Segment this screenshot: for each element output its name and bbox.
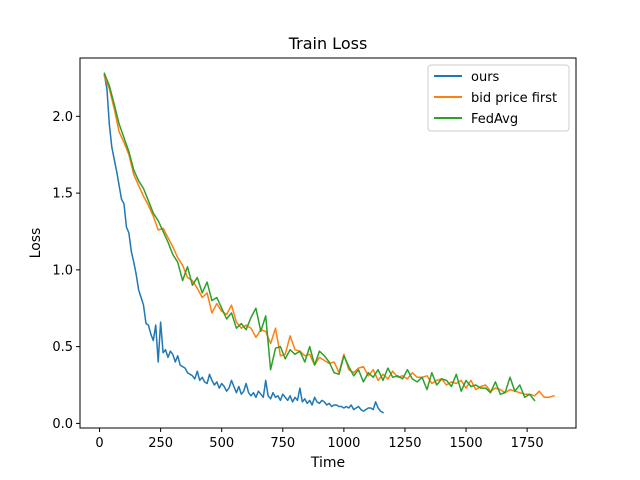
y-tick-label: 0.5 (52, 340, 73, 355)
series-line-ours (103, 74, 385, 414)
y-tick-label: 1.0 (52, 263, 73, 278)
y-tick-label: 1.5 (52, 187, 73, 202)
x-tick-label: 0 (95, 436, 103, 451)
y-tick-label: 2.0 (52, 110, 73, 125)
legend-label: ours (471, 70, 500, 85)
x-tick-label: 1750 (511, 436, 544, 451)
y-tick-label: 0.0 (52, 417, 73, 432)
x-tick-label: 1000 (327, 436, 360, 451)
chart-title: Train Loss (288, 34, 368, 53)
y-axis-label: Loss (28, 228, 44, 259)
legend: ours bid price first FedAvg (427, 64, 570, 132)
x-tick-label: 750 (270, 436, 295, 451)
y-axis-ticks: 0.0 0.5 1.0 1.5 2.0 (52, 110, 80, 432)
legend-label: bid price first (471, 91, 557, 106)
x-axis-label: Time (310, 455, 345, 471)
plot-lines (103, 72, 555, 414)
legend-box (427, 64, 570, 132)
x-tick-label: 500 (209, 436, 234, 451)
plot-frame (79, 57, 577, 429)
x-tick-label: 250 (148, 436, 173, 451)
x-tick-label: 1250 (388, 436, 421, 451)
series-line-fedavg (103, 72, 536, 402)
legend-label: FedAvg (471, 112, 518, 127)
x-axis-ticks: 0 250 500 750 1000 1250 1500 1750 (95, 428, 544, 451)
x-tick-label: 1500 (450, 436, 483, 451)
